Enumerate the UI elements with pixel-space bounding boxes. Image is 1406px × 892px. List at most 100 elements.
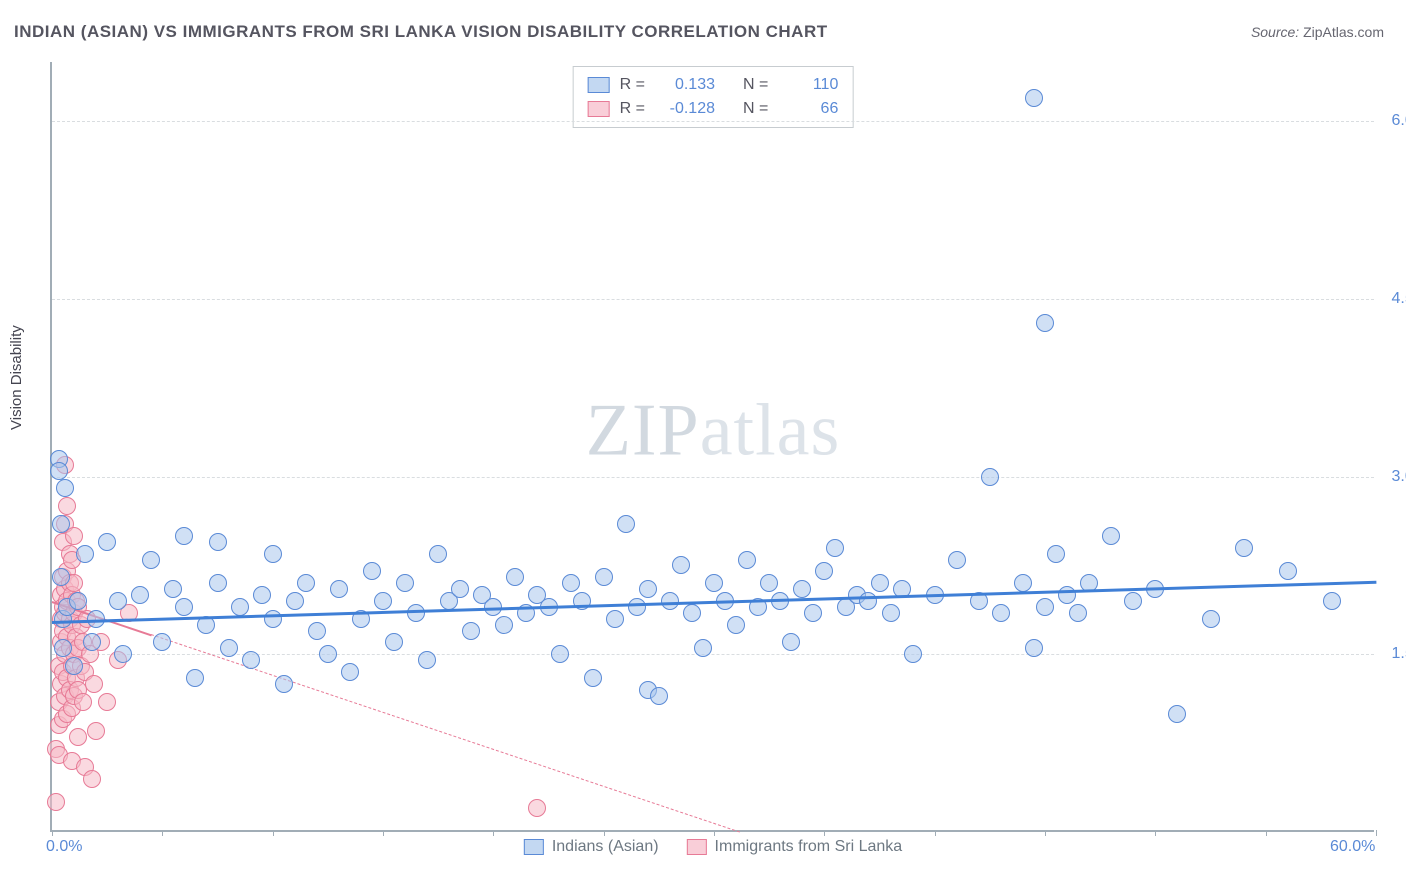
scatter-point-srilanka xyxy=(47,793,65,811)
chart-title: INDIAN (ASIAN) VS IMMIGRANTS FROM SRI LA… xyxy=(14,22,828,42)
scatter-point-indians xyxy=(286,592,304,610)
scatter-point-indians xyxy=(617,515,635,533)
x-tick-mark xyxy=(383,830,384,836)
scatter-point-indians xyxy=(385,633,403,651)
x-tick-mark xyxy=(273,830,274,836)
scatter-point-indians xyxy=(981,468,999,486)
scatter-point-indians xyxy=(1047,545,1065,563)
x-tick-mark xyxy=(162,830,163,836)
legend-n-value-indians: 110 xyxy=(778,73,838,97)
source-value: ZipAtlas.com xyxy=(1303,24,1384,40)
scatter-point-indians xyxy=(826,539,844,557)
scatter-point-indians xyxy=(738,551,756,569)
scatter-point-indians xyxy=(1279,562,1297,580)
scatter-point-indians xyxy=(242,651,260,669)
series-legend: Indians (Asian) Immigrants from Sri Lank… xyxy=(524,838,902,856)
scatter-point-indians xyxy=(209,533,227,551)
scatter-point-indians xyxy=(782,633,800,651)
scatter-point-indians xyxy=(363,562,381,580)
scatter-point-indians xyxy=(407,604,425,622)
scatter-point-srilanka xyxy=(58,497,76,515)
scatter-point-indians xyxy=(462,622,480,640)
scatter-point-indians xyxy=(220,639,238,657)
legend-n-label: N = xyxy=(743,97,768,121)
series-legend-label-srilanka: Immigrants from Sri Lanka xyxy=(715,838,903,856)
legend-swatch-indians xyxy=(588,77,610,93)
x-tick-mark xyxy=(52,830,53,836)
scatter-point-srilanka xyxy=(69,728,87,746)
gridline-h xyxy=(52,121,1374,122)
scatter-point-indians xyxy=(142,551,160,569)
scatter-point-indians xyxy=(308,622,326,640)
x-tick-mark xyxy=(935,830,936,836)
scatter-point-indians xyxy=(264,610,282,628)
scatter-point-indians xyxy=(551,645,569,663)
x-tick-mark xyxy=(824,830,825,836)
scatter-point-srilanka xyxy=(528,799,546,817)
scatter-point-srilanka xyxy=(85,675,103,693)
scatter-point-indians xyxy=(109,592,127,610)
scatter-point-indians xyxy=(297,574,315,592)
scatter-point-indians xyxy=(451,580,469,598)
correlation-legend-row-indians: R = 0.133 N = 110 xyxy=(588,73,839,97)
scatter-point-indians xyxy=(98,533,116,551)
scatter-point-indians xyxy=(264,545,282,563)
x-tick-mark xyxy=(1045,830,1046,836)
x-tick-mark xyxy=(604,830,605,836)
scatter-point-indians xyxy=(595,568,613,586)
scatter-point-indians xyxy=(672,556,690,574)
scatter-point-srilanka xyxy=(98,693,116,711)
scatter-point-indians xyxy=(760,574,778,592)
watermark-logo: ZIPatlas xyxy=(586,388,841,473)
scatter-point-indians xyxy=(495,616,513,634)
scatter-point-indians xyxy=(1124,592,1142,610)
x-tick-mark xyxy=(1266,830,1267,836)
scatter-point-indians xyxy=(705,574,723,592)
scatter-point-indians xyxy=(50,462,68,480)
legend-r-value-indians: 0.133 xyxy=(655,73,715,97)
correlation-legend-row-srilanka: R = -0.128 N = 66 xyxy=(588,97,839,121)
scatter-point-indians xyxy=(175,598,193,616)
scatter-point-indians xyxy=(275,675,293,693)
scatter-point-indians xyxy=(694,639,712,657)
scatter-point-indians xyxy=(1025,89,1043,107)
correlation-legend-box: R = 0.133 N = 110 R = -0.128 N = 66 xyxy=(573,66,854,128)
legend-swatch-srilanka xyxy=(588,101,610,117)
legend-r-label: R = xyxy=(620,97,645,121)
scatter-point-indians xyxy=(1202,610,1220,628)
series-legend-item-srilanka: Immigrants from Sri Lanka xyxy=(687,838,903,856)
scatter-point-indians xyxy=(374,592,392,610)
scatter-point-indians xyxy=(341,663,359,681)
scatter-point-indians xyxy=(69,592,87,610)
scatter-point-indians xyxy=(253,586,271,604)
scatter-point-indians xyxy=(429,545,447,563)
legend-n-label: N = xyxy=(743,73,768,97)
y-axis-label: Vision Disability xyxy=(8,325,25,430)
scatter-point-indians xyxy=(175,527,193,545)
watermark-atlas: atlas xyxy=(700,389,841,471)
scatter-point-indians xyxy=(1058,586,1076,604)
series-legend-item-indians: Indians (Asian) xyxy=(524,838,659,856)
series-legend-swatch-indians xyxy=(524,839,544,855)
scatter-point-indians xyxy=(1323,592,1341,610)
gridline-h xyxy=(52,299,1374,300)
scatter-point-indians xyxy=(1025,639,1043,657)
x-tick-mark xyxy=(1155,830,1156,836)
scatter-point-indians xyxy=(418,651,436,669)
watermark-zip: ZIP xyxy=(586,389,700,471)
scatter-point-srilanka xyxy=(87,722,105,740)
trendline-extrapolated xyxy=(151,634,740,833)
scatter-point-indians xyxy=(231,598,249,616)
scatter-point-indians xyxy=(65,657,83,675)
x-tick-mark xyxy=(714,830,715,836)
scatter-point-indians xyxy=(330,580,348,598)
scatter-point-indians xyxy=(727,616,745,634)
series-legend-swatch-srilanka xyxy=(687,839,707,855)
scatter-point-indians xyxy=(1069,604,1087,622)
scatter-point-indians xyxy=(793,580,811,598)
x-tick-mark xyxy=(493,830,494,836)
scatter-point-indians xyxy=(1014,574,1032,592)
scatter-point-indians xyxy=(815,562,833,580)
scatter-point-indians xyxy=(1102,527,1120,545)
scatter-point-indians xyxy=(584,669,602,687)
